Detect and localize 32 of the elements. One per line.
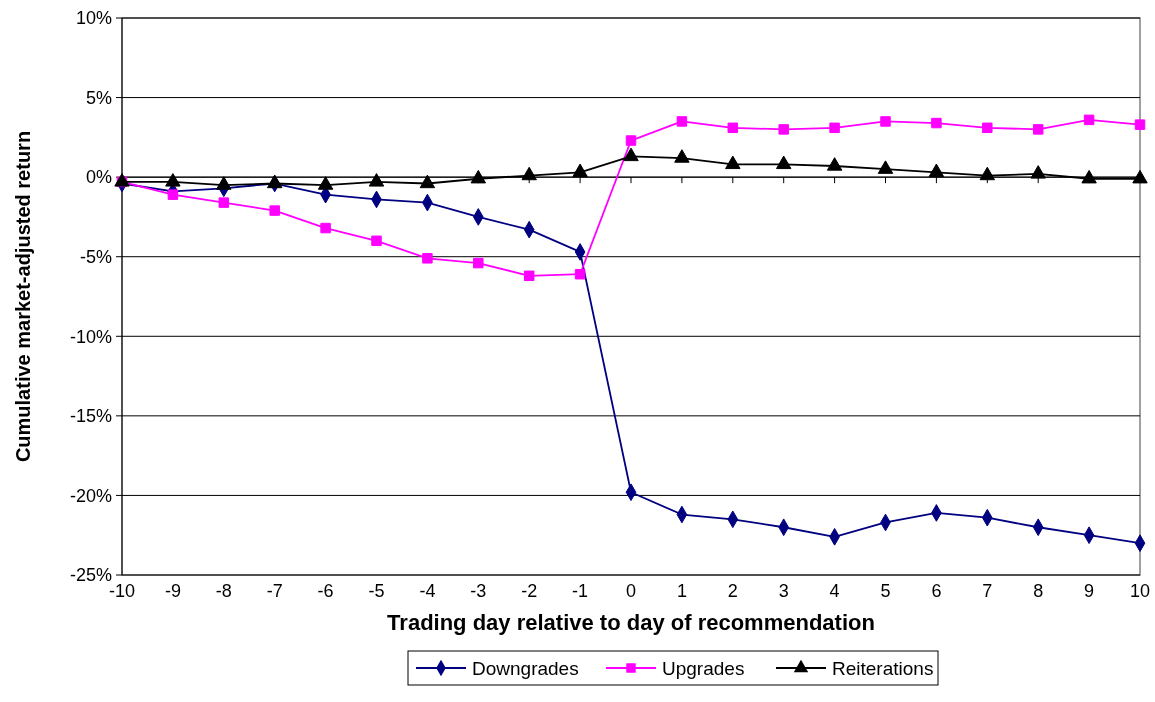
x-tick-label: -8 (215, 581, 232, 601)
x-tick-label: 3 (778, 581, 789, 601)
x-tick-label: -7 (266, 581, 283, 601)
legend-label: Upgrades (662, 657, 745, 679)
legend-label: Reiterations (832, 657, 934, 679)
x-tick-label: -3 (470, 581, 487, 601)
y-tick-label: -20% (69, 485, 112, 506)
legend-label: Downgrades (472, 657, 579, 679)
x-tick-label: -9 (164, 581, 181, 601)
x-tick-label: -1 (572, 581, 589, 601)
x-tick-label: 1 (676, 581, 687, 601)
y-tick-label: -5% (79, 247, 112, 268)
y-tick-label: -10% (69, 326, 112, 347)
x-tick-label: 7 (982, 581, 993, 601)
x-axis-title: Trading day relative to day of recommendation (387, 610, 875, 635)
x-tick-label: 2 (727, 581, 738, 601)
x-tick-label: 10 (1129, 581, 1151, 601)
x-tick-label: 9 (1084, 581, 1095, 601)
x-tick-label: -5 (368, 581, 385, 601)
y-tick-label: 5% (85, 87, 112, 108)
y-tick-label: -15% (69, 406, 112, 427)
y-tick-label: 0% (85, 167, 112, 188)
x-tick-label: -4 (419, 581, 436, 601)
x-tick-label: 0 (625, 581, 637, 601)
y-tick-label: 10% (75, 8, 112, 29)
y-axis-title: Cumulative market-adjusted return (12, 130, 34, 463)
x-tick-label: 8 (1033, 581, 1044, 601)
x-tick-label: 6 (931, 581, 942, 601)
x-tick-label: 5 (880, 581, 891, 601)
x-tick-label: 4 (829, 581, 840, 601)
x-tick-label: -2 (521, 581, 538, 601)
x-tick-label: -6 (317, 581, 334, 601)
